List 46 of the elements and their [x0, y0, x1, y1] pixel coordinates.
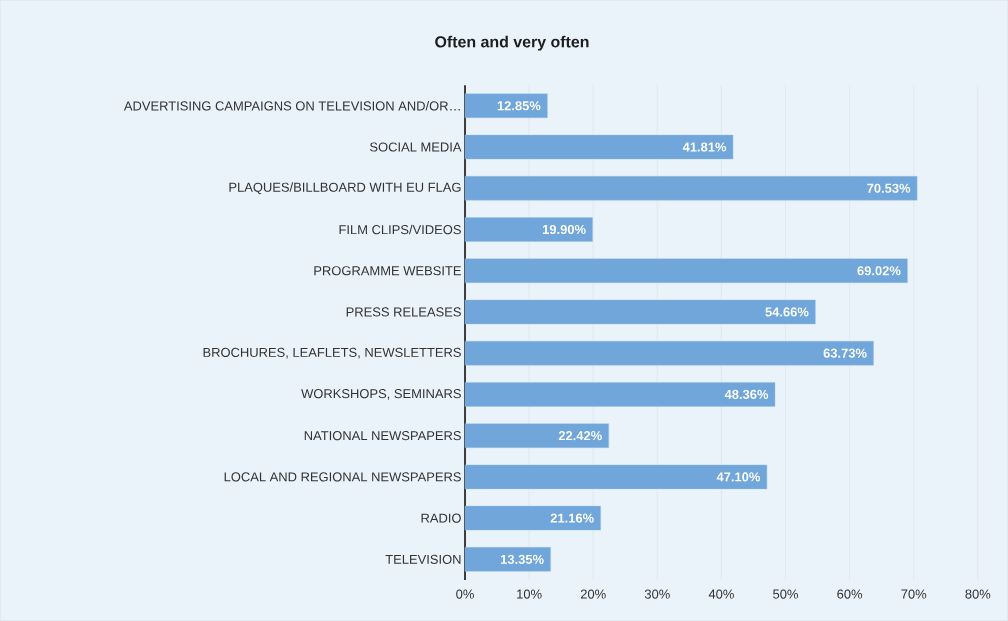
bar	[464, 134, 734, 160]
x-tick-label: 50%	[773, 589, 799, 599]
x-tick-label: 40%	[708, 589, 734, 599]
chart-title: Often and very often	[435, 35, 589, 51]
data-label: 41.81%	[682, 142, 727, 152]
y-tick-label: BROCHURES, LEAFLETS, NEWSLETTERS	[203, 347, 461, 359]
x-tick-label: 80%	[965, 589, 991, 599]
x-tick-label: 0%	[456, 589, 474, 599]
bar	[464, 547, 551, 572]
y-tick-label: LOCAL AND REGIONAL NEWSPAPERS	[224, 472, 461, 482]
x-tick-label: 10%	[517, 589, 542, 599]
y-tick-label: SOCIAL MEDIA	[370, 142, 462, 152]
x-tick-label: 30%	[644, 589, 670, 599]
bar	[464, 464, 768, 490]
y-tick-label: WORKSHOPS, SEMINARS	[301, 389, 461, 400]
data-label: 54.66%	[765, 307, 809, 317]
bar	[464, 340, 874, 366]
bar	[464, 382, 776, 407]
y-tick-label: FILM CLIPS/VIDEOS	[339, 224, 461, 235]
y-tick-label: TELEVISION	[385, 554, 461, 564]
bar	[464, 299, 816, 325]
data-label: 19.90%	[542, 224, 586, 234]
data-label: 70.53%	[867, 183, 911, 193]
bar	[464, 93, 548, 118]
y-tick-label: NATIONAL NEWSPAPERS	[304, 431, 461, 441]
y-tick-label: RADIO	[421, 513, 461, 523]
data-label: 13.35%	[500, 554, 544, 564]
x-tick-label: 70%	[901, 589, 927, 599]
y-tick-label: PRESS RELEASES	[346, 307, 461, 317]
x-tick-label: 60%	[837, 589, 863, 599]
bar	[464, 217, 593, 242]
bar	[464, 175, 918, 201]
bar	[464, 423, 609, 448]
y-tick-label: ADVERTISING CAMPAIGNS ON TELEVISION AND/OR…	[123, 100, 460, 111]
data-label: 69.02%	[857, 266, 901, 276]
data-label: 21.16%	[550, 513, 594, 523]
data-label: 63.73%	[823, 348, 867, 358]
bar	[464, 505, 601, 531]
bar	[464, 258, 908, 283]
data-label: 12.85%	[497, 101, 541, 111]
data-label: 47.10%	[716, 472, 761, 482]
x-tick-label: 20%	[580, 589, 606, 599]
y-tick-label: PROGRAMME WEBSITE	[314, 266, 461, 276]
data-label: 22.42%	[558, 431, 602, 441]
data-label: 48.36%	[724, 389, 769, 399]
y-tick-label: PLAQUES/BILLBOARD WITH EU FLAG	[229, 182, 461, 195]
